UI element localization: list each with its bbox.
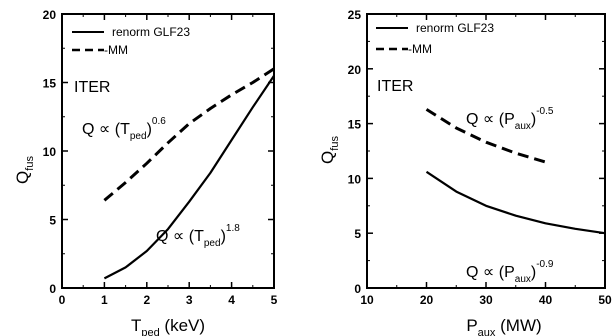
left-scaling-mm: Q ∝ (Tped)0.6	[82, 116, 166, 142]
left-x-tick-label-1: 1	[101, 293, 108, 307]
right-plot-frame	[366, 13, 606, 289]
left-iter-label: ITER	[74, 79, 110, 96]
right-x-axis-label: Paux (MW)	[466, 316, 541, 336]
right-iter-label: ITER	[377, 78, 413, 95]
left-x-tick-label-0: 0	[59, 293, 66, 307]
right-panel: 10 20 30 40 50 0 5 10 15 20 25 renorm GLF23 -MM IT…	[318, 8, 612, 336]
right-y-tick-label-10: 10	[348, 172, 362, 186]
right-y-tick-label-15: 15	[348, 118, 362, 132]
left-y-tick-label-15: 15	[43, 77, 57, 91]
left-series-line-mm	[103, 67, 275, 202]
right-x-tick-label-50: 50	[598, 293, 612, 307]
left-x-tick-label-3: 3	[186, 293, 193, 307]
left-y-tick-label-20: 20	[43, 8, 57, 22]
right-x-tick-label-30: 30	[479, 293, 493, 307]
left-legend-entry-mm: -MM	[104, 43, 128, 57]
left-panel: 0 1 2 3 4 5 0 5 10 15 20 renorm GLF23 -MM ITER Q ∝…	[13, 8, 278, 336]
right-x-tick-label-20: 20	[420, 293, 434, 307]
right-y-tick-label-5: 5	[354, 227, 361, 241]
right-legend-entry-mm: -MM	[408, 42, 432, 56]
right-y-tick-label-25: 25	[348, 8, 362, 22]
left-y-tick-label-10: 10	[43, 145, 57, 159]
right-y-axis-label: Qfus	[318, 136, 341, 164]
left-x-tick-label-5: 5	[271, 293, 278, 307]
left-plot-frame	[61, 13, 275, 289]
left-x-tick-label-4: 4	[228, 293, 235, 307]
left-y-axis-label: Qfus	[13, 156, 36, 184]
right-x-tick-label-10: 10	[360, 293, 374, 307]
right-y-tick-label-20: 20	[348, 63, 362, 77]
left-series-line-renorm-glf23	[103, 75, 275, 280]
left-x-tick-label-2: 2	[143, 293, 150, 307]
right-scaling-mm: Q ∝ (Paux)-0.5	[466, 106, 554, 132]
right-scaling-glf23: Q ∝ (Paux)-0.9	[466, 259, 554, 285]
right-legend-entry-renorm: renorm GLF23	[416, 21, 494, 35]
left-scaling-glf23: Q ∝ (Tped)1.8	[156, 223, 240, 249]
left-legend-entry-renorm: renorm GLF23	[112, 25, 190, 39]
right-series-line-mm	[425, 108, 546, 164]
left-y-tick-label-5: 5	[49, 214, 56, 228]
right-x-tick-label-40: 40	[539, 293, 553, 307]
right-series-line-renorm-glf23	[425, 170, 606, 235]
left-y-tick-label-0: 0	[49, 282, 56, 296]
left-x-axis-label: Tped (keV)	[131, 316, 205, 336]
right-y-tick-label-0: 0	[354, 282, 361, 296]
